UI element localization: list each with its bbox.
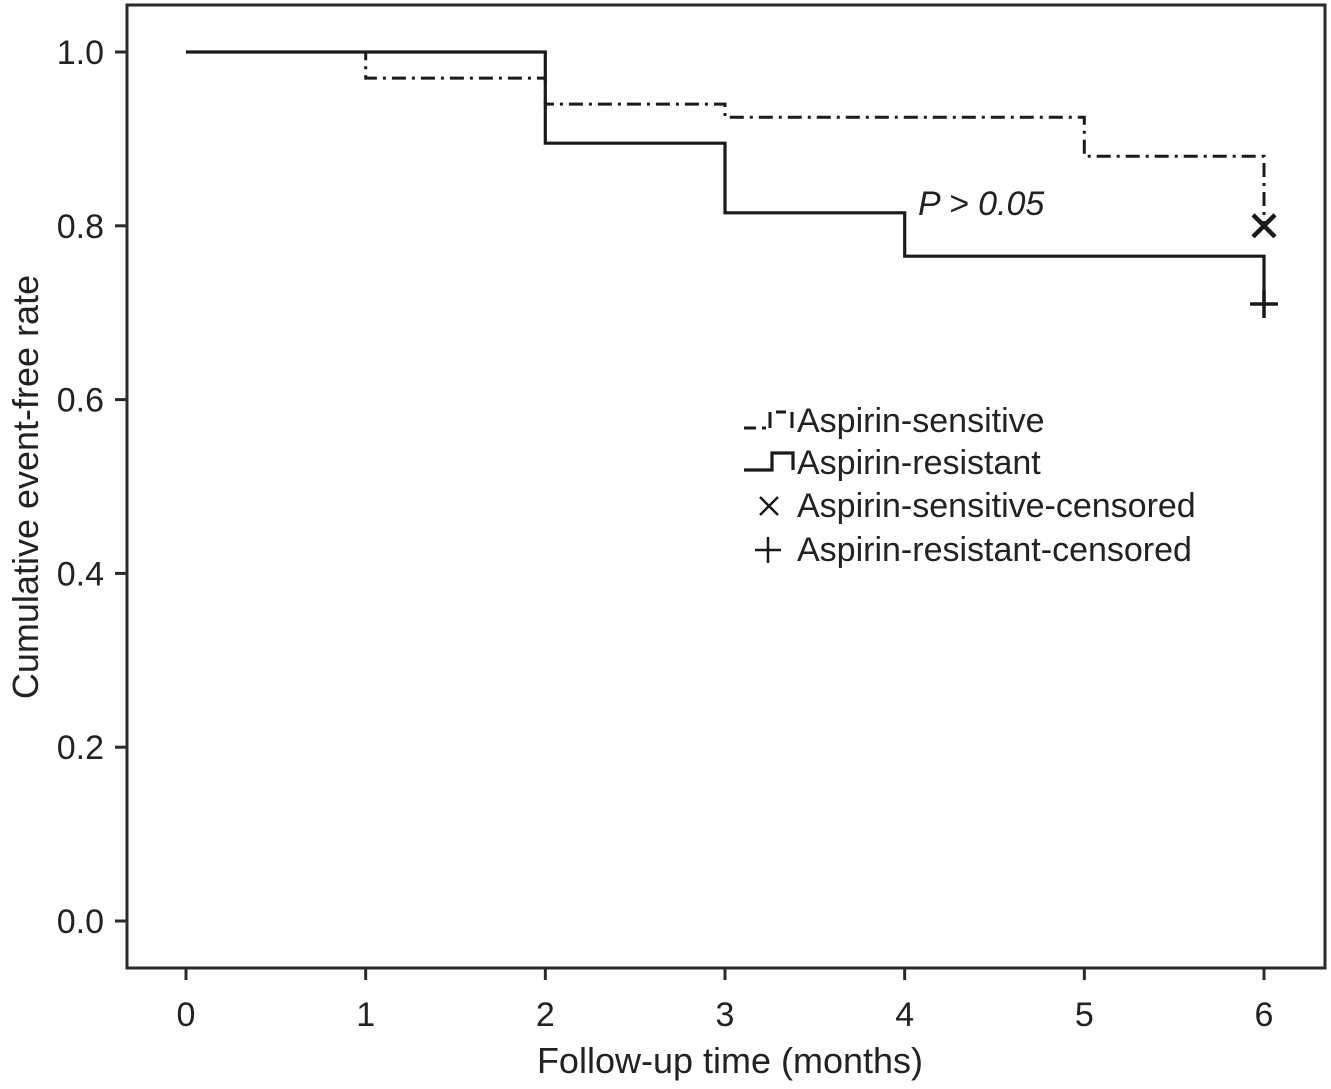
y-tick-label: 0.4: [57, 555, 104, 593]
y-tick-label: 1.0: [57, 34, 104, 72]
x-tick-label: 3: [716, 996, 735, 1034]
x-tick-label: 6: [1255, 996, 1274, 1034]
legend-label-resistant-censored: Aspirin-resistant-censored: [797, 531, 1192, 569]
legend-label-sensitive-censored: Aspirin-sensitive-censored: [797, 487, 1196, 525]
y-tick-label: 0.8: [57, 208, 104, 246]
legend-item-sensitive-censored: Aspirin-sensitive-censored: [759, 487, 1196, 525]
censored-markers: [1250, 213, 1278, 319]
series-line-aspirin-sensitive: [186, 50, 1266, 226]
x-tick-label: 0: [177, 996, 196, 1034]
legend-item-aspirin-sensitive: Aspirin-sensitive: [744, 402, 1045, 440]
x-axis-title: Follow-up time (months): [537, 1040, 923, 1081]
x-tick-label: 2: [536, 996, 555, 1034]
legend-label-aspirin-sensitive: Aspirin-sensitive: [797, 402, 1045, 440]
y-axis-title: Cumulative event-free rate: [5, 275, 46, 699]
legend-label-aspirin-resistant: Aspirin-resistant: [797, 444, 1041, 482]
x-axis: 0 1 2 3 4 5 6: [177, 968, 1274, 1034]
legend-swatch-solid-step: [744, 451, 795, 472]
x-tick-label: 1: [356, 996, 375, 1034]
legend-x-marker: [759, 496, 779, 516]
legend-item-aspirin-resistant: Aspirin-resistant: [744, 444, 1041, 482]
x-tick-label: 5: [1075, 996, 1094, 1034]
y-tick-label: 0.2: [57, 729, 104, 767]
legend-item-resistant-censored: Aspirin-resistant-censored: [755, 531, 1192, 569]
y-tick-label: 0.6: [57, 382, 104, 420]
censor-marker-x: [1251, 213, 1277, 239]
y-axis: 0.0 0.2 0.4 0.6 0.8 1.0: [57, 34, 127, 941]
legend-plus-marker: [755, 537, 781, 563]
y-tick-label: 0.0: [57, 903, 104, 941]
p-value-annotation: P > 0.05: [918, 185, 1044, 223]
legend: Aspirin-sensitive Aspirin-resistant Aspi…: [744, 402, 1196, 569]
legend-swatch-dash-dot: [744, 410, 794, 430]
x-tick-label: 4: [895, 996, 914, 1034]
series-line-aspirin-resistant: [186, 50, 1266, 304]
censor-marker-plus: [1250, 290, 1278, 319]
